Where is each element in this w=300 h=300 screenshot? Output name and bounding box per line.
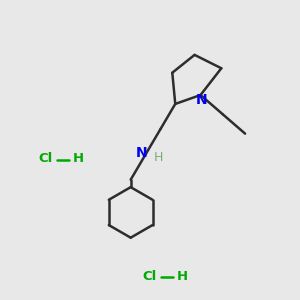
Text: Cl: Cl xyxy=(39,152,53,165)
Text: N: N xyxy=(196,93,208,107)
Text: N: N xyxy=(136,146,148,160)
Text: Cl: Cl xyxy=(143,270,157,283)
Text: H: H xyxy=(73,152,84,165)
Text: H: H xyxy=(153,151,163,164)
Text: H: H xyxy=(177,270,188,283)
